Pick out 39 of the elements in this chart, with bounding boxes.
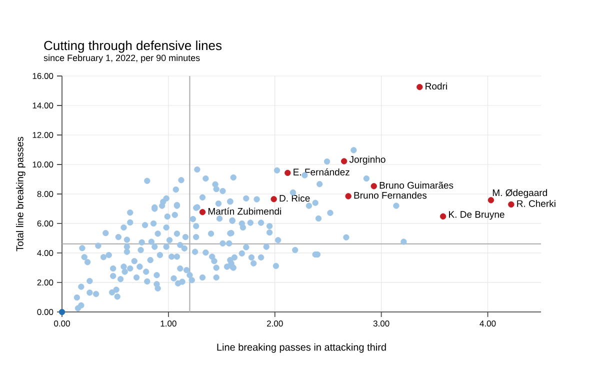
point: [270, 196, 277, 202]
point: [488, 197, 494, 204]
annotation: M. Ødegaard: [492, 189, 547, 198]
annotation: Jorginho: [349, 156, 386, 165]
point: [508, 201, 514, 208]
point: [284, 170, 291, 176]
annotation: K. De Bruyne: [449, 211, 504, 220]
point: [440, 213, 446, 220]
point: [416, 84, 423, 90]
annotation: D. Rice: [280, 194, 310, 202]
point: [345, 193, 352, 200]
annotation: R. Cherki: [517, 200, 556, 207]
x-tick-label: 3.00: [373, 320, 390, 327]
x-axis-title: Line breaking passes in attacking third: [217, 343, 386, 353]
x-tick-label: 2.00: [267, 320, 283, 327]
y-tick-label: 8.00: [37, 190, 54, 197]
y-axis-title: Total line breaking passes: [16, 136, 26, 252]
y-tick-label: 6.00: [37, 220, 54, 226]
annotation: Bruno Guimarães: [380, 182, 454, 189]
annotation: Rodri: [426, 82, 447, 90]
x-tick-label: 1.00: [160, 320, 176, 327]
point: [340, 158, 348, 164]
annotation: E. Fernández: [294, 168, 350, 176]
y-tick-label: 16.00: [32, 72, 54, 79]
y-tick-label: 2.00: [37, 279, 54, 286]
chart-subtitle: since February 1, 2022, per 90 minutes: [44, 54, 200, 63]
point: [199, 209, 206, 216]
x-tick-label: 0.00: [54, 320, 70, 327]
y-tick-label: 12.00: [32, 132, 54, 138]
y-tick-label: 14.00: [32, 102, 54, 108]
y-tick-label: 0.00: [37, 308, 54, 315]
chart-title: Cutting through defensive lines: [44, 40, 222, 53]
annotation: Martín Zubimendi: [208, 208, 281, 215]
annotation: Bruno Fernandes: [354, 192, 427, 199]
y-tick-label: 4.00: [37, 250, 54, 256]
point: [58, 308, 66, 316]
point: [370, 183, 377, 190]
x-tick-label: 4.00: [480, 320, 496, 327]
y-tick-label: 10.00: [32, 161, 54, 168]
